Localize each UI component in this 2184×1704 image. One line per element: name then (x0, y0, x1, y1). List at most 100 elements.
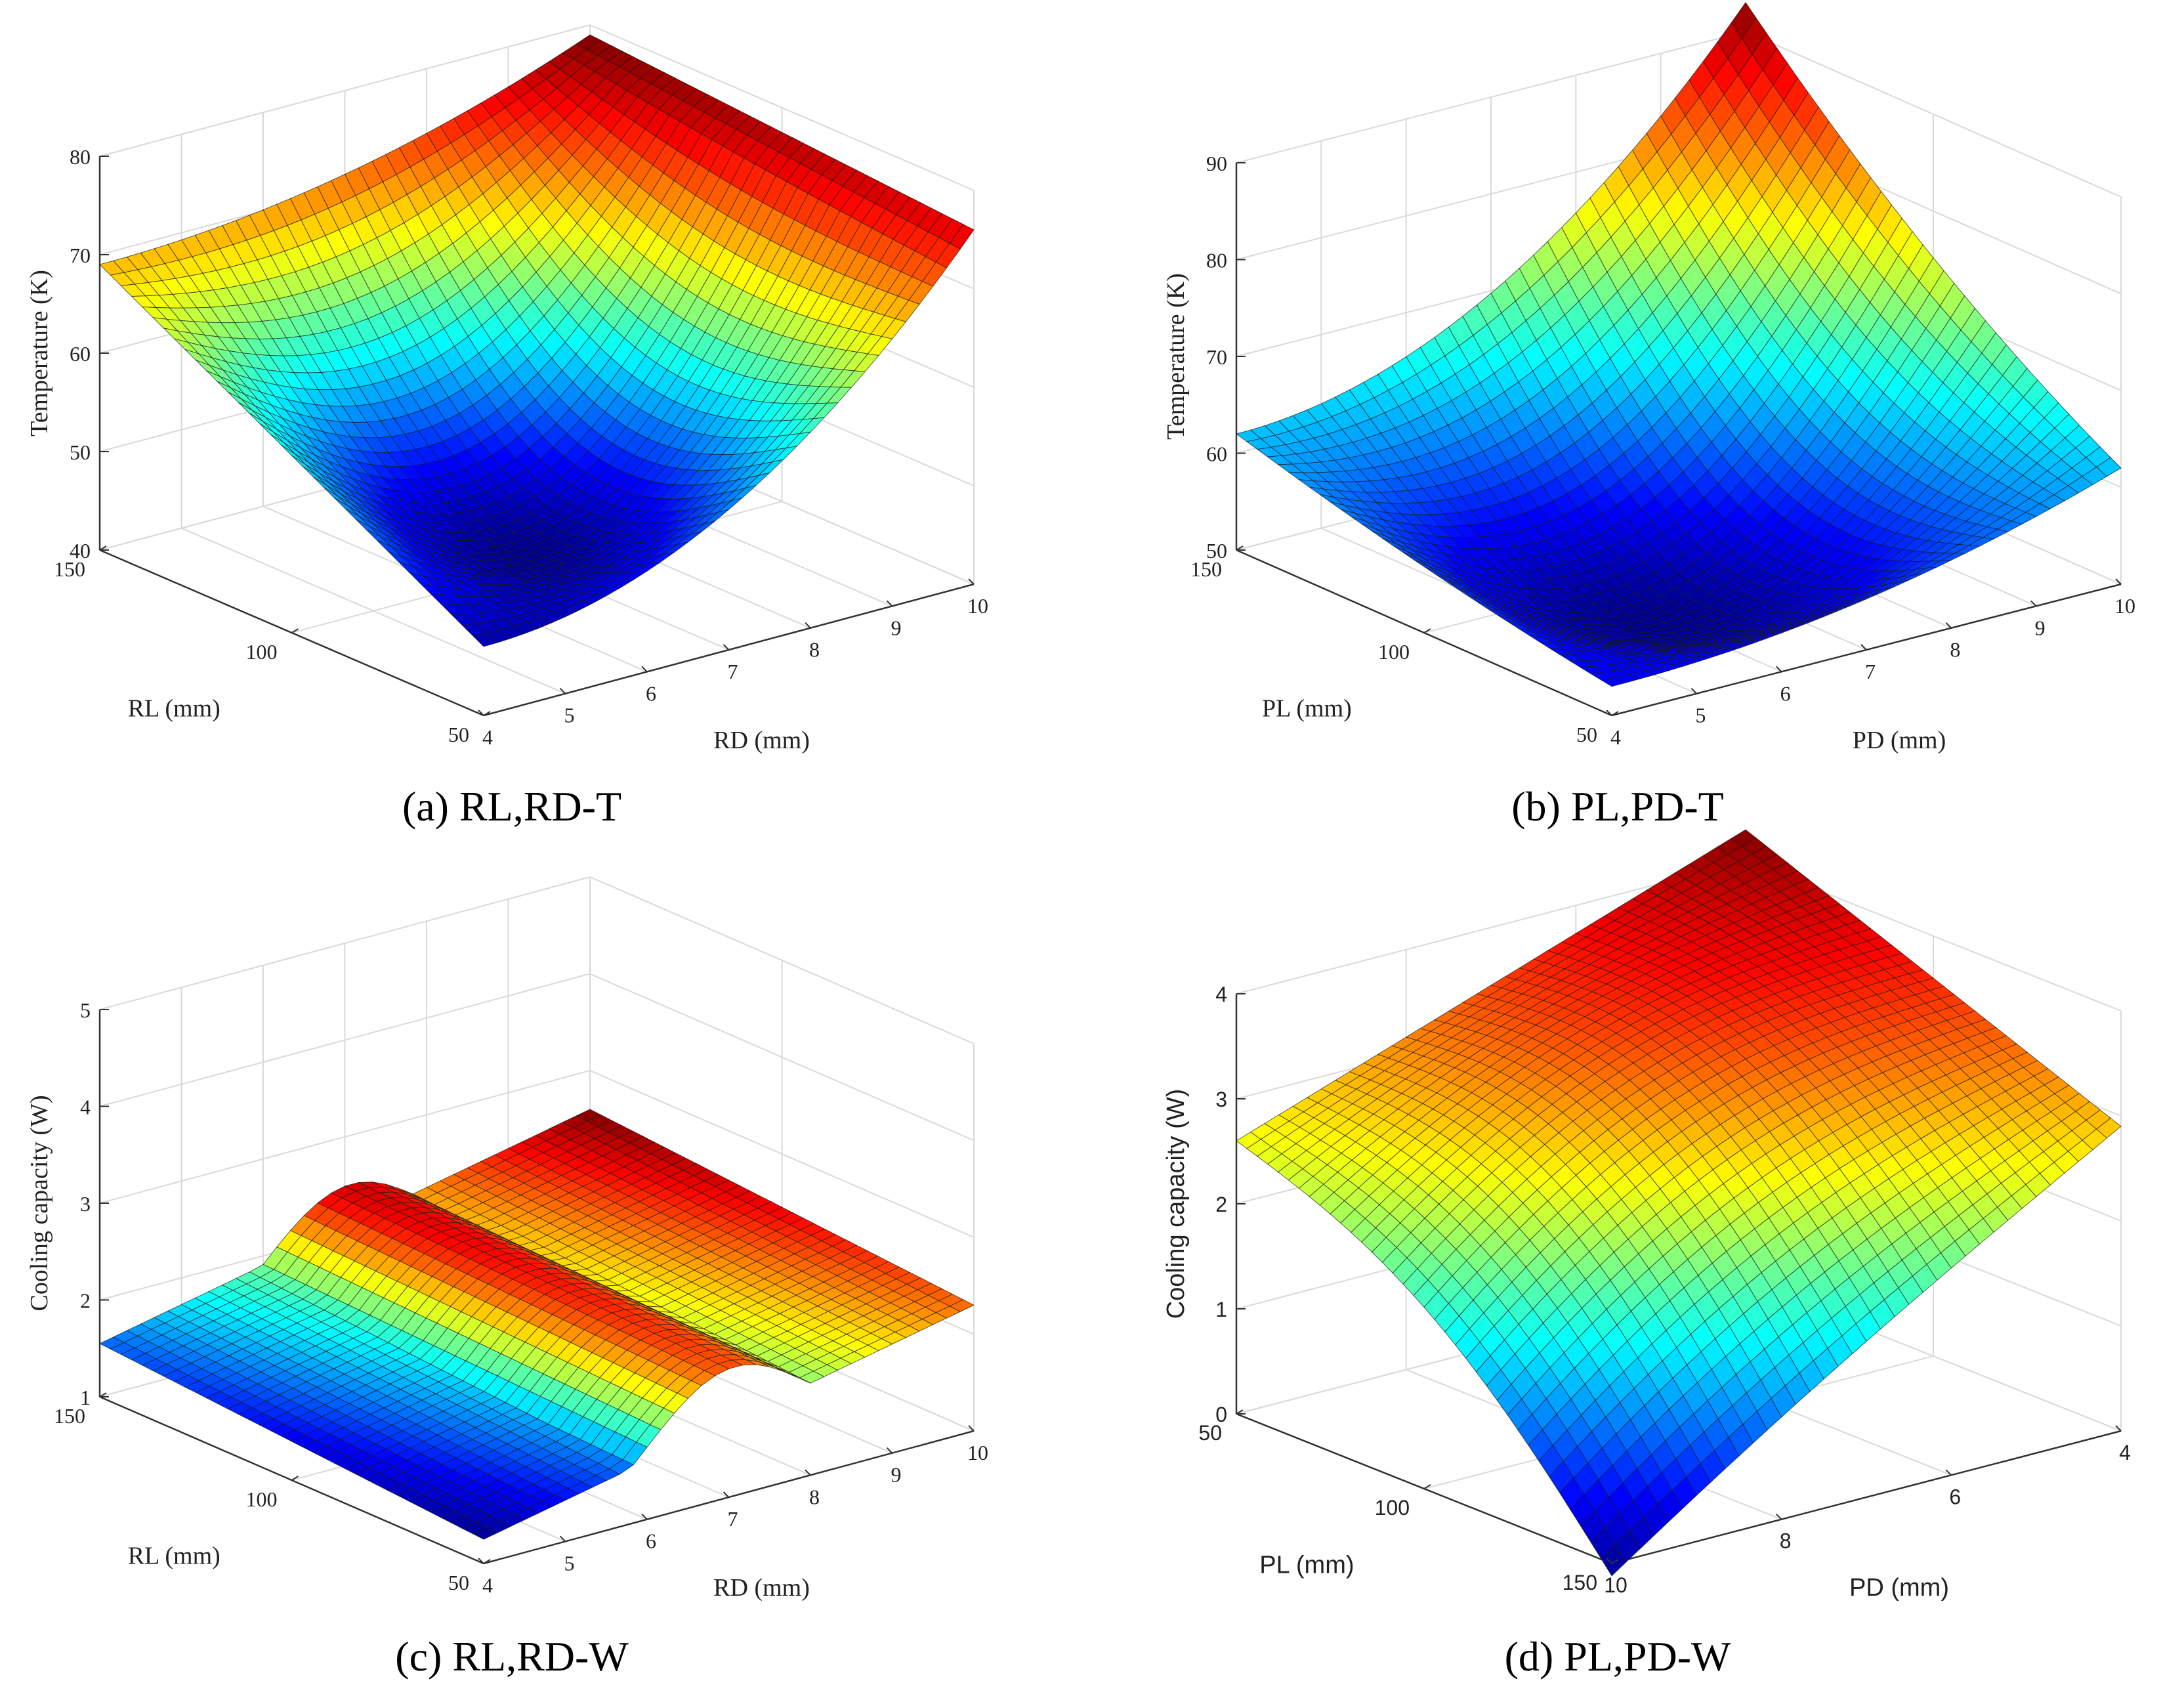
y-tick-mark (559, 1535, 566, 1543)
y-tick-label: 7 (728, 660, 738, 683)
y-tick-label: 10 (2114, 594, 2135, 618)
z-tick-label: 60 (70, 342, 91, 366)
x-axis-label: RL (mm) (128, 1542, 220, 1569)
z-tick-label: 60 (1206, 442, 1227, 466)
z-tick-label: 5 (80, 998, 91, 1022)
x-tick-mark (1611, 711, 1619, 716)
x-tick-mark (483, 711, 491, 716)
x-tick-label: 150 (1190, 557, 1222, 581)
x-axis-label: RL (mm) (128, 694, 220, 722)
surface-a (99, 34, 975, 647)
y-tick-label: 5 (564, 704, 575, 727)
z-tick-label: 40 (70, 539, 91, 563)
z-tick-label: 1 (80, 1386, 91, 1409)
y-tick-label: 8 (809, 1485, 820, 1508)
y-tick-label: 6 (646, 1529, 656, 1553)
y-tick-mark (1690, 687, 1698, 694)
y-tick-mark (1860, 644, 1867, 650)
y-tick-label: 8 (809, 638, 820, 662)
y-tick-mark (723, 644, 730, 650)
y-tick-mark (1775, 666, 1782, 673)
x-tick-label: 50 (448, 723, 469, 746)
y-tick-label: 6 (1780, 681, 1791, 705)
y-tick-label: 9 (891, 616, 902, 639)
y-tick-mark (723, 1491, 730, 1498)
y-tick-label: 10 (967, 594, 988, 618)
surface-patch (472, 633, 498, 647)
y-tick-label: 10 (967, 1441, 988, 1464)
surface-patch (1600, 677, 1627, 687)
y-tick-mark (1945, 622, 1952, 629)
y-tick-mark (641, 666, 648, 673)
x-tick-label: 100 (246, 1487, 278, 1511)
surface-c (98, 1109, 975, 1540)
surface-d (1236, 829, 2122, 1577)
y-tick-mark (886, 1447, 893, 1454)
x-tick-label: 50 (1576, 723, 1597, 746)
z-axis-label: Cooling capacity (W) (26, 1095, 53, 1311)
y-tick-mark (641, 1513, 648, 1520)
panel-c: 50 100 150 4 5 6 7 8 9 10 1 2 3 4 5 RL (mm) RD (mm) Cooli… (26, 876, 988, 1680)
z-tick-label: 3 (80, 1192, 91, 1216)
surface-b (1235, 2, 2122, 687)
y-tick-mark (559, 687, 566, 694)
y-tick-label: 4 (1610, 725, 1621, 749)
y-axis-label: RD (mm) (713, 727, 810, 754)
y-tick-mark (968, 1425, 975, 1432)
y-tick-mark (805, 622, 811, 629)
x-tick-mark (483, 1559, 491, 1564)
z-tick-label: 80 (1206, 249, 1227, 272)
ticks-b: 50 100 150 4 5 6 7 8 9 10 50 60 70 80 90 (1190, 152, 2135, 749)
y-tick-mark (478, 710, 484, 716)
y-tick-mark (805, 1469, 811, 1476)
panel-caption: (b) PL,PD-T (1511, 783, 1724, 830)
x-tick-mark (1423, 628, 1431, 633)
y-tick-label: 9 (2035, 616, 2046, 639)
grid-line (99, 973, 975, 1141)
panel-caption: (c) RL,RD-W (395, 1633, 629, 1680)
y-axis-line (1611, 1430, 2122, 1565)
y-tick-mark (478, 1558, 484, 1564)
surface-patch (472, 1527, 498, 1540)
z-axis-label: Temperature (K) (1162, 273, 1190, 440)
z-tick-label: 90 (1206, 152, 1227, 175)
x-tick-mark (291, 1476, 299, 1481)
y-tick-mark (886, 600, 893, 607)
z-tick-label: 50 (70, 440, 91, 464)
y-tick-mark (2115, 578, 2122, 585)
z-tick-label: 50 (1206, 539, 1227, 563)
y-tick-label: 4 (482, 1573, 493, 1597)
z-tick-label: 80 (70, 145, 91, 169)
y-tick-label: 7 (728, 1507, 738, 1531)
y-tick-label: 9 (891, 1463, 902, 1487)
y-tick-mark (968, 578, 975, 585)
x-tick-label: 100 (1378, 640, 1410, 664)
y-tick-label: 6 (646, 681, 656, 705)
x-tick-label: 150 (54, 557, 85, 581)
y-tick-label: 5 (564, 1551, 575, 1575)
y-tick-label: 5 (1695, 704, 1706, 727)
y-axis-label: RD (mm) (713, 1574, 810, 1602)
panel-caption: (a) RL,RD-T (402, 783, 621, 830)
x-tick-label: 50 (448, 1571, 469, 1594)
z-tick-label: 2 (80, 1289, 91, 1313)
x-tick-label: 150 (54, 1404, 85, 1428)
y-axis-label: PD (mm) (1853, 727, 1946, 754)
z-axis-label: Temperature (K) (26, 270, 53, 437)
y-tick-mark (1606, 710, 1612, 716)
ticks-c: 50 100 150 4 5 6 7 8 9 10 1 2 3 4 5 (54, 998, 988, 1597)
y-tick-label: 8 (1950, 638, 1960, 662)
y-tick-label: 7 (1865, 660, 1876, 683)
x-tick-mark (291, 628, 299, 633)
z-tick-label: 4 (80, 1096, 91, 1119)
y-tick-mark (2030, 600, 2037, 607)
x-tick-label: 100 (246, 640, 278, 664)
z-tick-label: 70 (70, 244, 91, 267)
grid-line (99, 876, 975, 1044)
z-tick-label: 70 (1206, 345, 1227, 369)
